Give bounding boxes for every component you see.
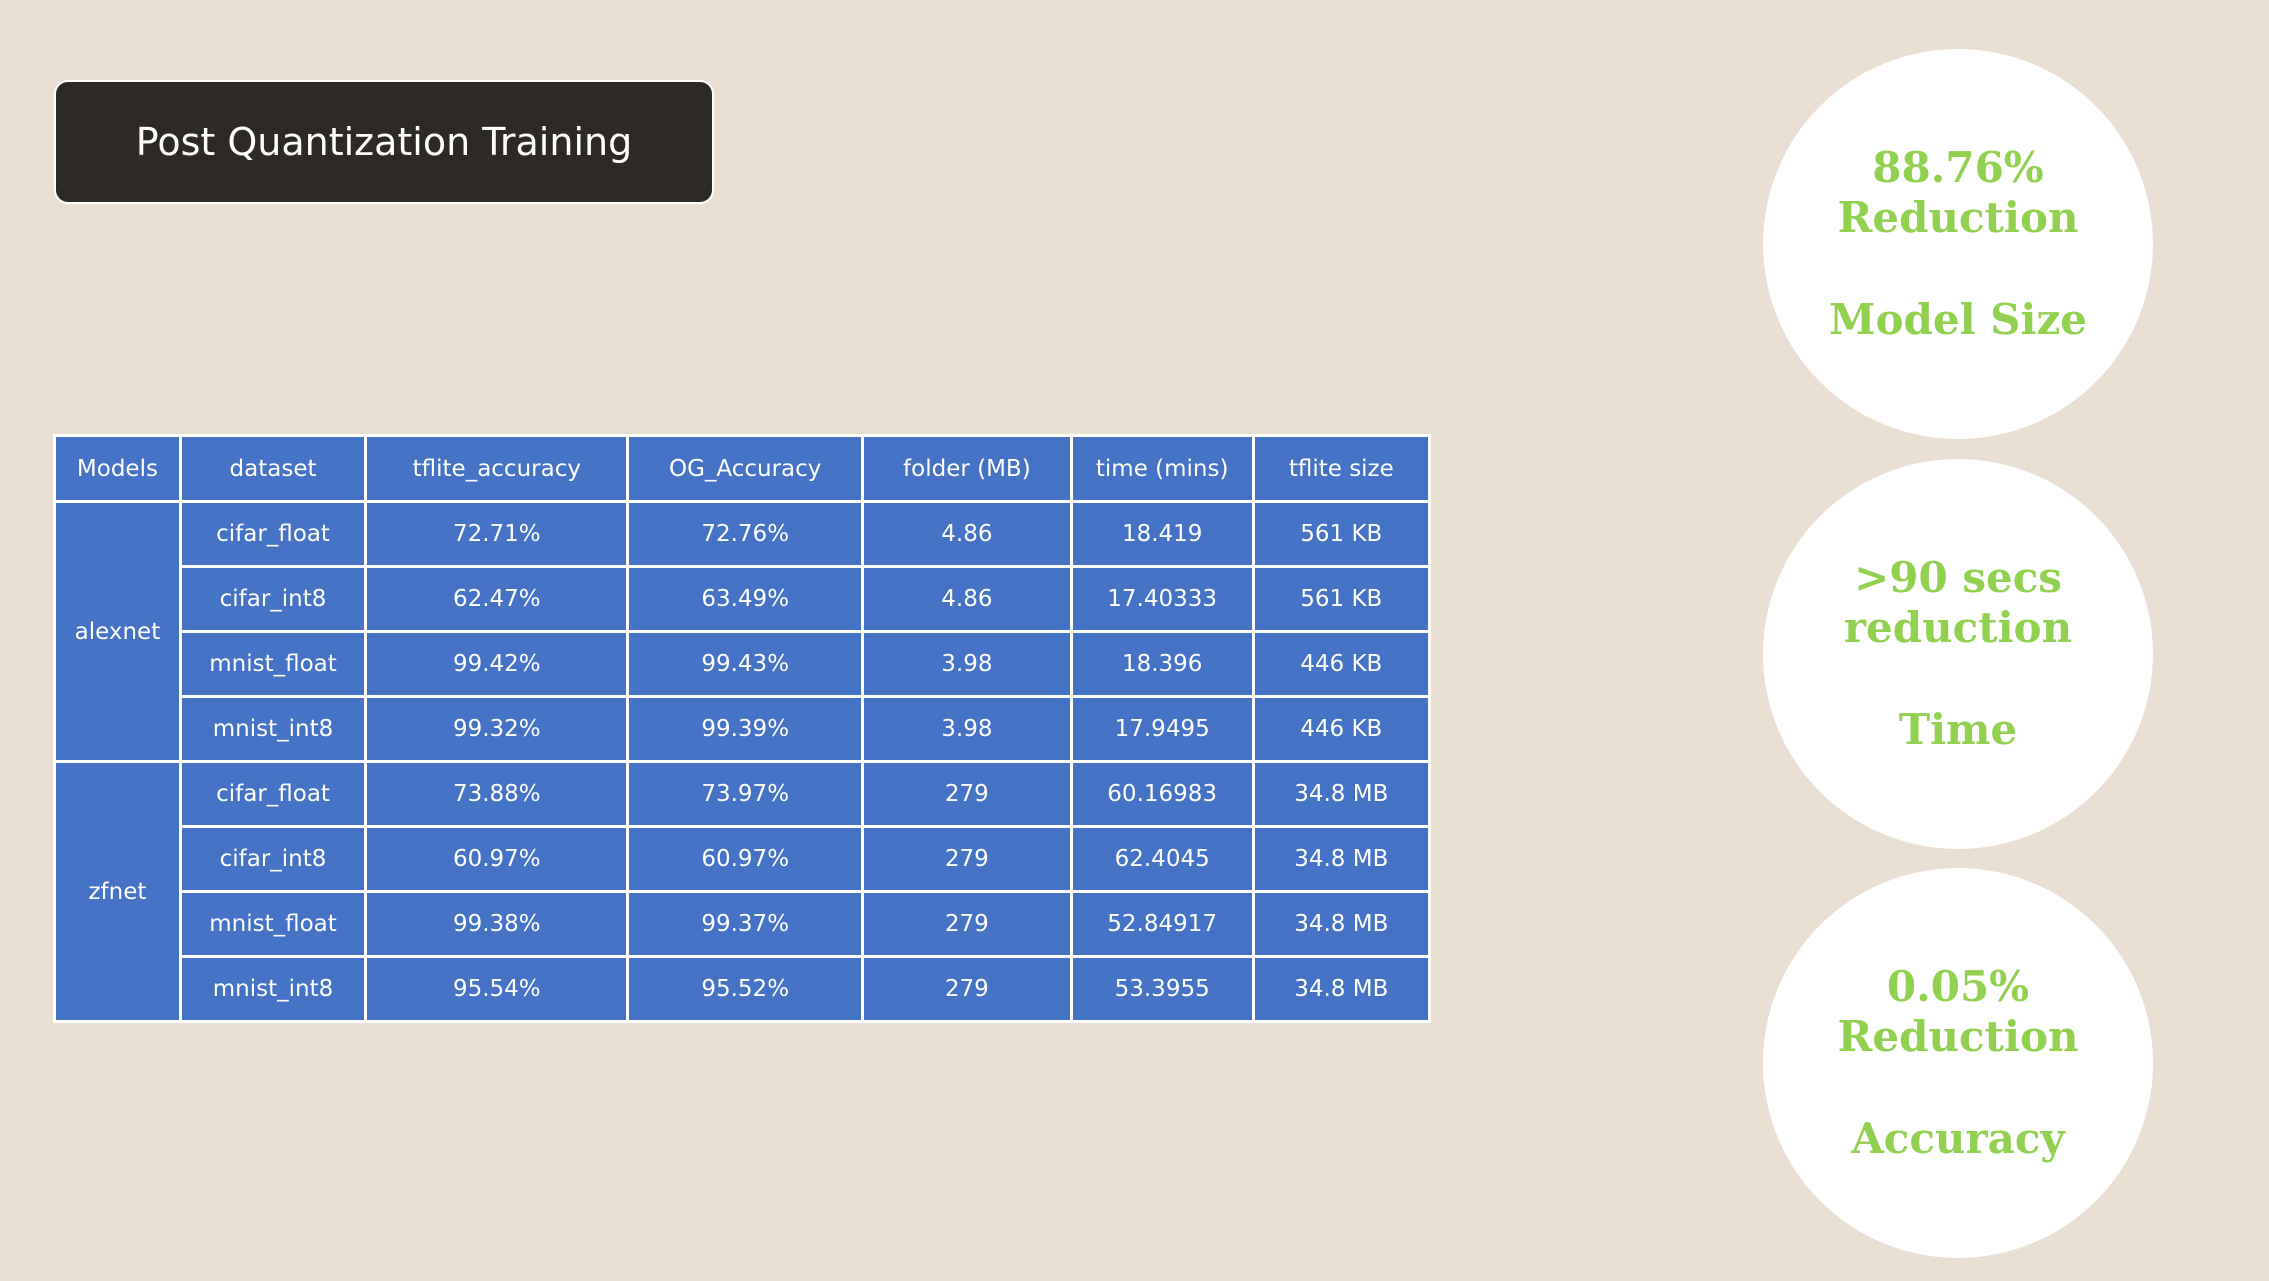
- tflite-size-cell: 561 KB: [1251, 565, 1432, 633]
- tflite-size-cell: 34.8 MB: [1251, 955, 1432, 1023]
- folder-mb-cell: 4.86: [860, 500, 1073, 568]
- header-models: Models: [53, 434, 182, 503]
- dataset-cell: mnist_int8: [178, 695, 368, 763]
- og-accuracy-cell: 99.43%: [626, 630, 864, 698]
- time-mins-cell: 60.16983: [1069, 760, 1255, 828]
- stat-value: >90 secs: [1854, 553, 2062, 602]
- header-time-mins: time (mins): [1069, 434, 1255, 503]
- dataset-cell: cifar_int8: [178, 565, 368, 633]
- stat-circle-accuracy: 0.05% Reduction Accuracy: [1763, 868, 2153, 1258]
- stat-descriptor: Reduction: [1837, 193, 2079, 242]
- stat-label: Time: [1898, 705, 2018, 754]
- tflite-size-cell: 34.8 MB: [1251, 760, 1432, 828]
- header-folder-mb: folder (MB): [860, 434, 1073, 503]
- results-table: Models dataset tflite_accuracy OG_Accura…: [53, 434, 1432, 1023]
- header-tflite-size: tflite size: [1251, 434, 1432, 503]
- table-row: zfnet cifar_float 73.88% 73.97% 279 60.1…: [53, 760, 1432, 1023]
- stat-circle-time: >90 secs reduction Time: [1763, 459, 2153, 849]
- model-cell-alexnet: alexnet: [53, 500, 182, 763]
- og-accuracy-cell: 73.97%: [626, 760, 864, 828]
- table-header-row: Models dataset tflite_accuracy OG_Accura…: [53, 434, 1432, 503]
- dataset-cell: cifar_float: [178, 500, 368, 568]
- og-accuracy-cell: 72.76%: [626, 500, 864, 568]
- tflite-size-cell: 34.8 MB: [1251, 890, 1432, 958]
- stat-value: 0.05%: [1886, 962, 2030, 1011]
- slide-title: Post Quantization Training: [54, 80, 714, 204]
- time-mins-cell: 18.396: [1069, 630, 1255, 698]
- stat-label: Model Size: [1828, 295, 2088, 344]
- tflite-accuracy-cell: 73.88%: [364, 760, 630, 828]
- tflite-accuracy-cell: 99.38%: [364, 890, 630, 958]
- tflite-size-cell: 34.8 MB: [1251, 825, 1432, 893]
- header-tflite-accuracy: tflite_accuracy: [364, 434, 630, 503]
- og-accuracy-cell: 95.52%: [626, 955, 864, 1023]
- stat-descriptor: Reduction: [1837, 1012, 2079, 1061]
- folder-mb-cell: 279: [860, 955, 1073, 1023]
- time-mins-cell: 62.4045: [1069, 825, 1255, 893]
- dataset-cell: mnist_float: [178, 630, 368, 698]
- folder-mb-cell: 279: [860, 760, 1073, 828]
- time-mins-cell: 17.40333: [1069, 565, 1255, 633]
- dataset-cell: cifar_int8: [178, 825, 368, 893]
- table-row: mnist_int8 99.32% 99.39% 3.98 17.9495 44…: [55, 695, 1432, 763]
- table-row: mnist_float 99.42% 99.43% 3.98 18.396 44…: [55, 630, 1432, 698]
- folder-mb-cell: 279: [860, 890, 1073, 958]
- folder-mb-cell: 3.98: [860, 695, 1073, 763]
- tflite-accuracy-cell: 62.47%: [364, 565, 630, 633]
- header-dataset: dataset: [178, 434, 368, 503]
- tflite-accuracy-cell: 60.97%: [364, 825, 630, 893]
- table-row: cifar_int8 62.47% 63.49% 4.86 17.40333 5…: [55, 565, 1432, 633]
- time-mins-cell: 17.9495: [1069, 695, 1255, 763]
- time-mins-cell: 18.419: [1069, 500, 1255, 568]
- dataset-cell: mnist_int8: [178, 955, 368, 1023]
- table-row: cifar_int8 60.97% 60.97% 279 62.4045 34.…: [55, 825, 1432, 893]
- dataset-cell: mnist_float: [178, 890, 368, 958]
- tflite-accuracy-cell: 99.42%: [364, 630, 630, 698]
- tflite-accuracy-cell: 72.71%: [364, 500, 630, 568]
- tflite-size-cell: 446 KB: [1251, 695, 1432, 763]
- stat-circle-model-size: 88.76% Reduction Model Size: [1763, 49, 2153, 439]
- og-accuracy-cell: 99.37%: [626, 890, 864, 958]
- time-mins-cell: 53.3955: [1069, 955, 1255, 1023]
- og-accuracy-cell: 63.49%: [626, 565, 864, 633]
- header-og-accuracy: OG_Accuracy: [626, 434, 864, 503]
- tflite-size-cell: 561 KB: [1251, 500, 1432, 568]
- time-mins-cell: 52.84917: [1069, 890, 1255, 958]
- folder-mb-cell: 4.86: [860, 565, 1073, 633]
- og-accuracy-cell: 60.97%: [626, 825, 864, 893]
- tflite-accuracy-cell: 95.54%: [364, 955, 630, 1023]
- stat-descriptor: reduction: [1843, 603, 2073, 652]
- tflite-accuracy-cell: 99.32%: [364, 695, 630, 763]
- folder-mb-cell: 279: [860, 825, 1073, 893]
- folder-mb-cell: 3.98: [860, 630, 1073, 698]
- stat-label: Accuracy: [1851, 1114, 2065, 1163]
- table-row: mnist_float 99.38% 99.37% 279 52.84917 3…: [55, 890, 1432, 958]
- dataset-cell: cifar_float: [178, 760, 368, 828]
- og-accuracy-cell: 99.39%: [626, 695, 864, 763]
- stat-value: 88.76%: [1872, 143, 2044, 192]
- table-row: alexnet cifar_float 72.71% 72.76% 4.86 1…: [53, 500, 1432, 763]
- tflite-size-cell: 446 KB: [1251, 630, 1432, 698]
- table-row: mnist_int8 95.54% 95.52% 279 53.3955 34.…: [55, 955, 1432, 1023]
- model-cell-zfnet: zfnet: [53, 760, 182, 1023]
